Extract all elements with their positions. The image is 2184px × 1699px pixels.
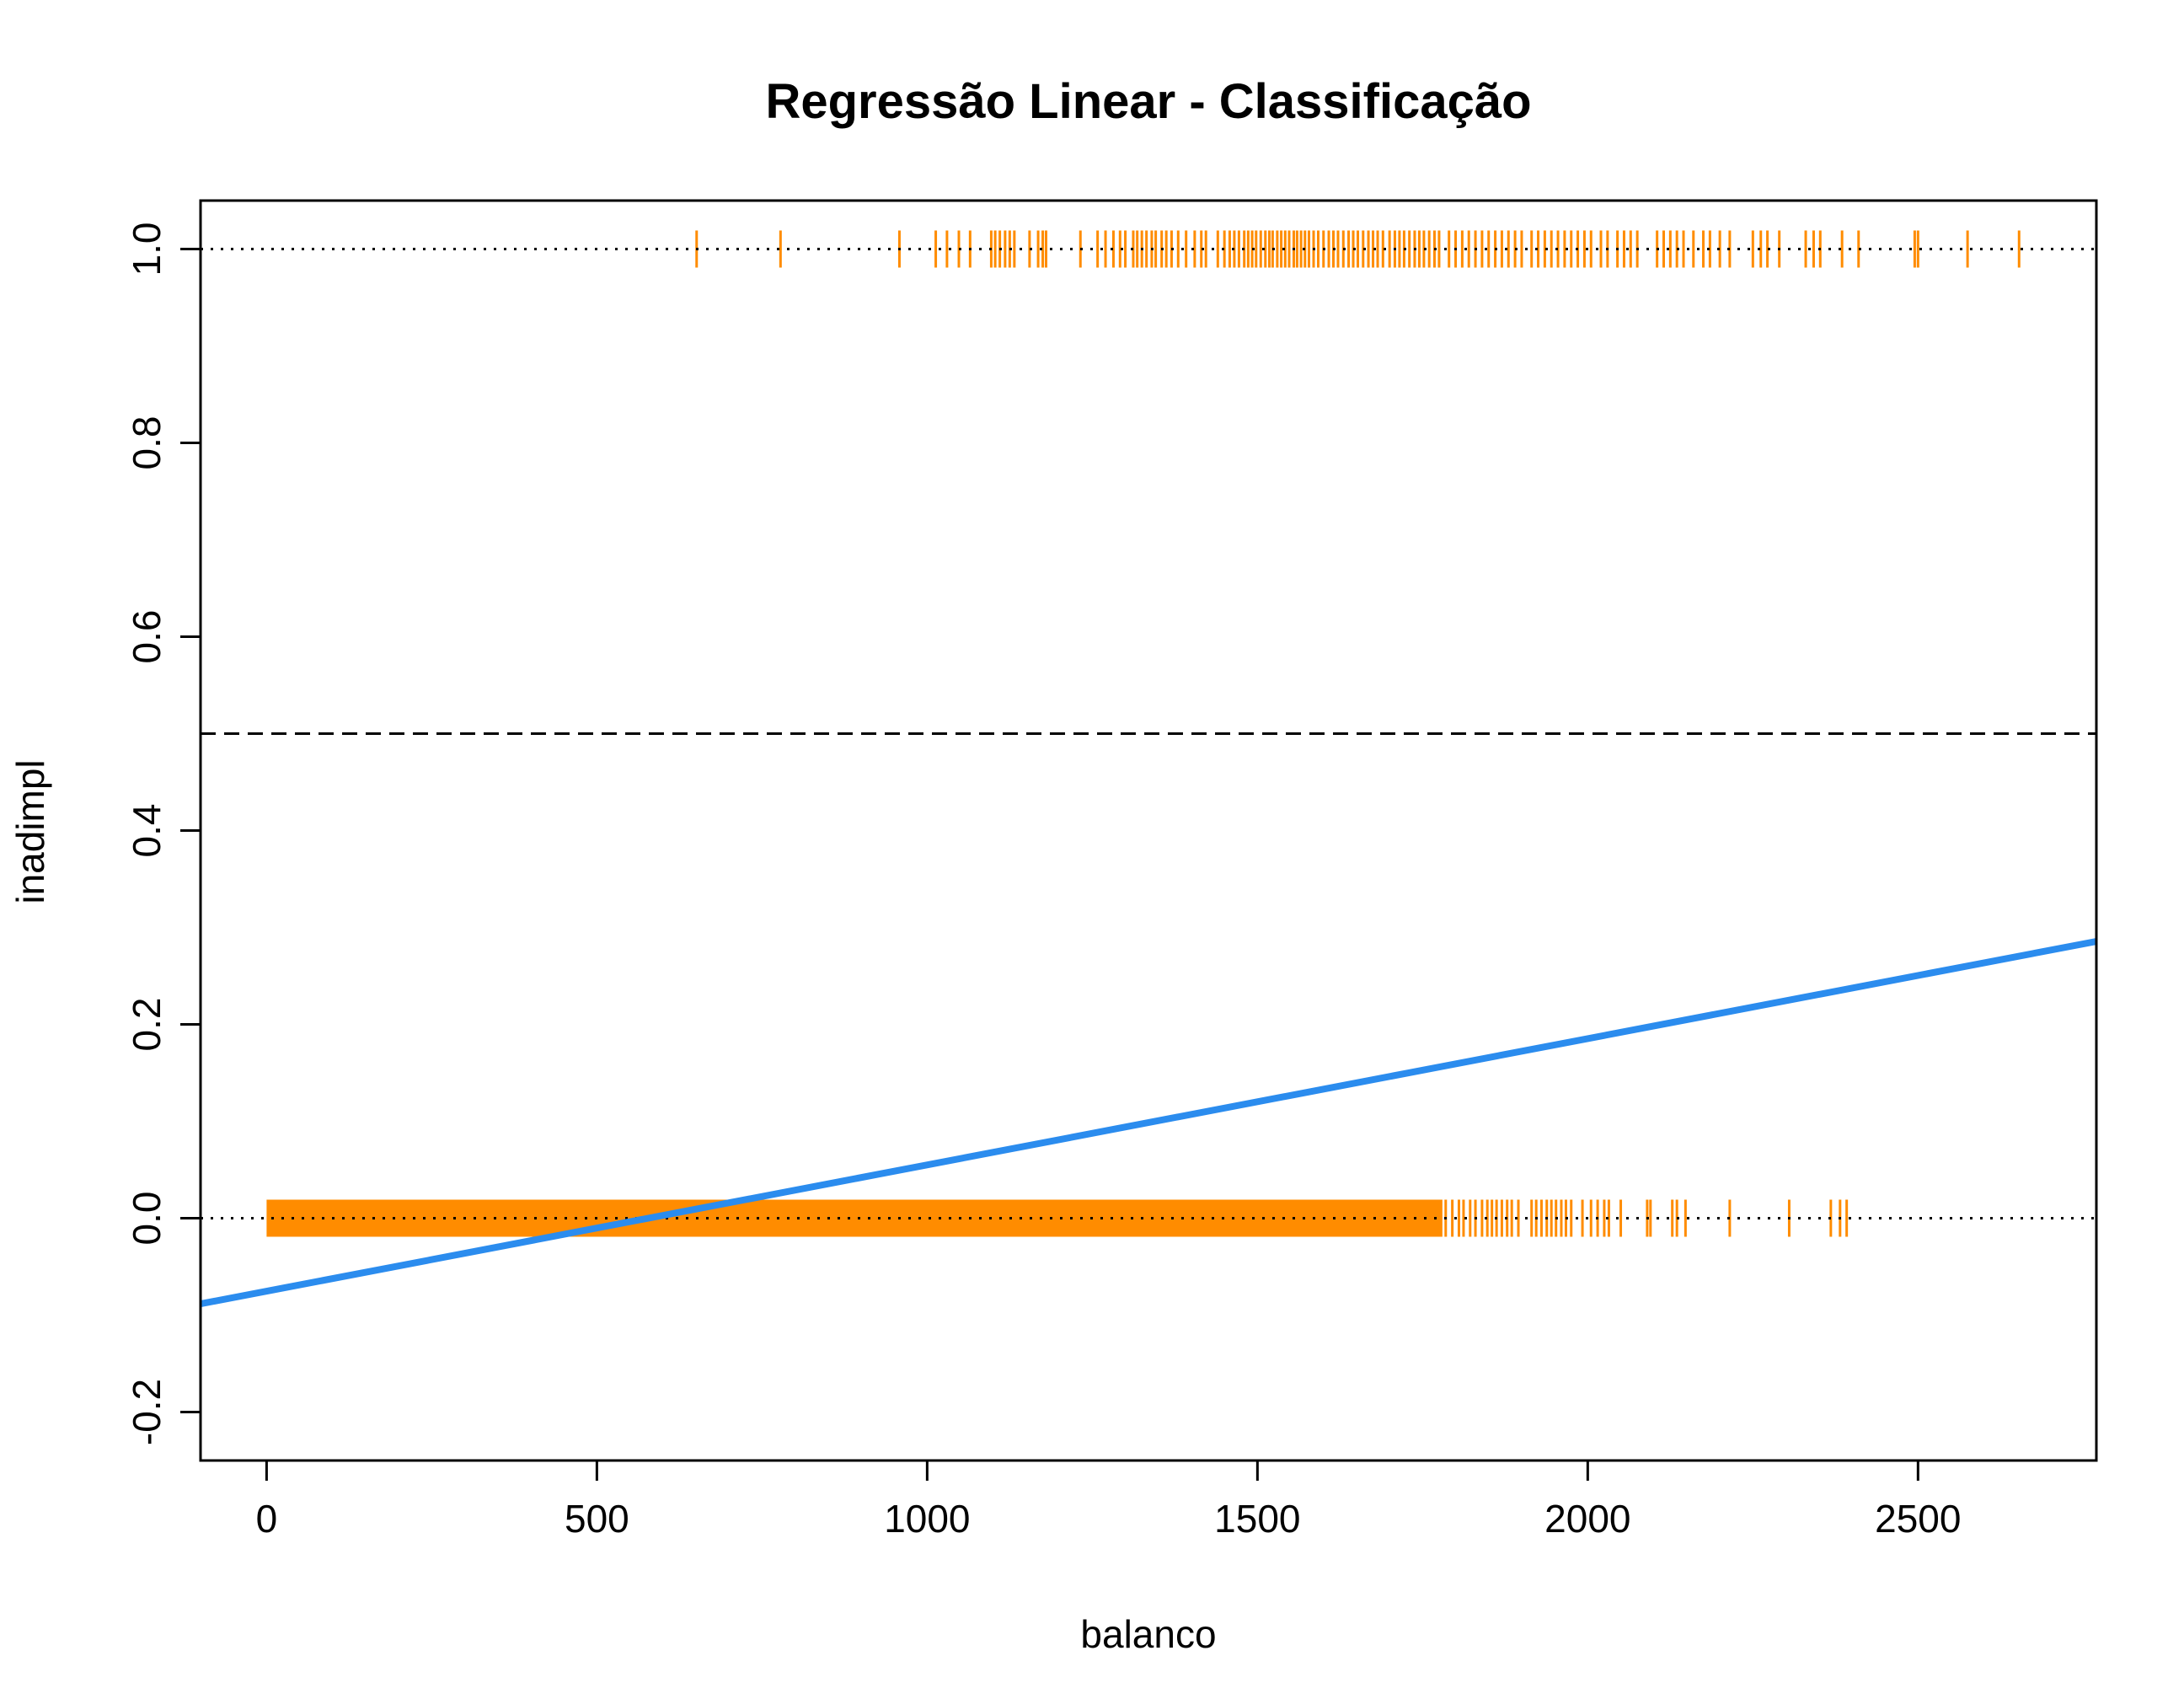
y-tick-label-6: 1.0 <box>125 222 169 276</box>
y-tick-label-2: 0.2 <box>125 998 169 1052</box>
x-axis-label: balanco <box>1080 1612 1216 1656</box>
x-tick-label-4: 2000 <box>1544 1497 1630 1541</box>
y-tick-label-5: 0.8 <box>125 416 169 470</box>
x-tick-label-5: 2500 <box>1875 1497 1961 1541</box>
y-tick-label-0: -0.2 <box>125 1379 169 1445</box>
x-axis: 0 500 1000 1500 2000 2500 <box>256 1459 1961 1541</box>
x-tick-label-1: 500 <box>565 1497 629 1541</box>
y-tick-label-4: 0.6 <box>125 610 169 664</box>
x-tick-label-0: 0 <box>256 1497 278 1541</box>
y-tick-label-1: 0.0 <box>125 1192 169 1246</box>
y-axis-label: inadimpl <box>8 759 52 903</box>
regression-line <box>201 938 2096 1308</box>
y-axis: -0.2 0.0 0.2 0.4 0.6 0.8 1.0 <box>125 222 202 1445</box>
x-tick-label-2: 1000 <box>884 1497 970 1541</box>
rug-band-y0 <box>266 1199 1443 1237</box>
plot-frame <box>199 199 2098 1462</box>
chart-title: Regressão Linear - Classificação <box>765 74 1531 129</box>
plot-marks <box>201 230 2096 1308</box>
y-tick-label-3: 0.4 <box>125 804 169 858</box>
x-tick-label-3: 1500 <box>1214 1497 1300 1541</box>
